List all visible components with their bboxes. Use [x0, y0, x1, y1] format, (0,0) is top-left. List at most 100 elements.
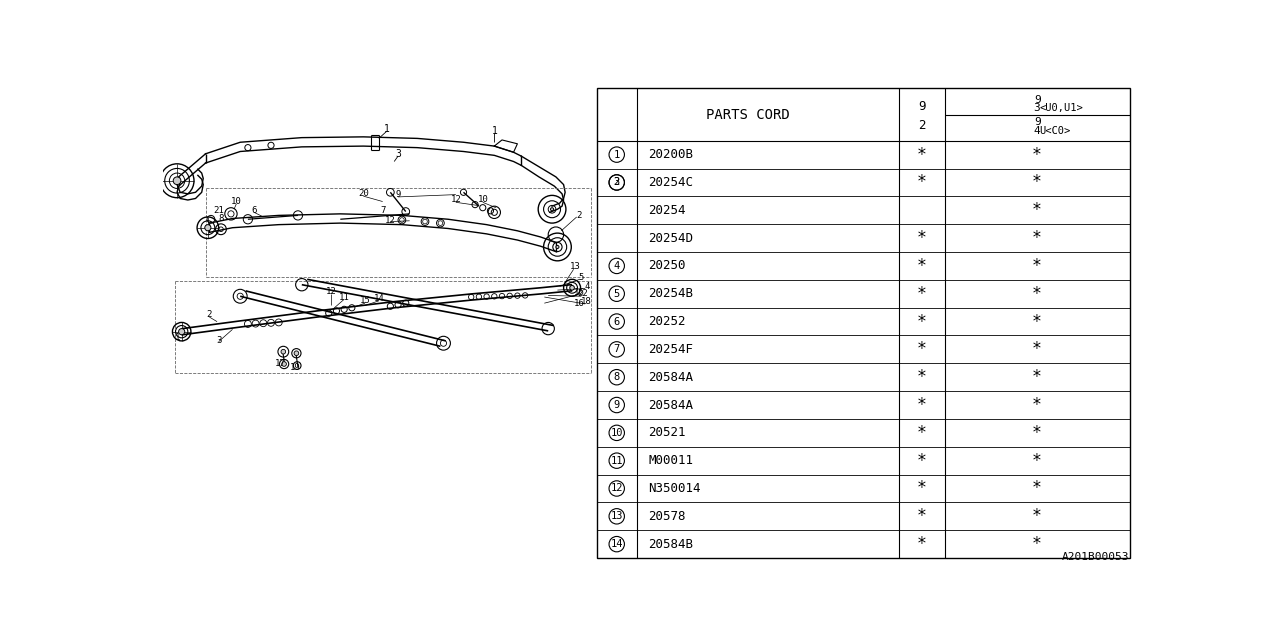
Text: *: *: [916, 396, 927, 414]
Text: 2: 2: [576, 211, 581, 220]
Text: 14: 14: [374, 294, 384, 303]
Text: 8: 8: [613, 372, 620, 382]
Text: 13: 13: [570, 262, 581, 271]
Text: 7: 7: [380, 206, 385, 215]
Text: 20578: 20578: [648, 510, 686, 523]
Text: 2: 2: [206, 310, 212, 319]
Circle shape: [173, 177, 180, 184]
Text: 9: 9: [613, 400, 620, 410]
Circle shape: [570, 285, 575, 290]
Text: *: *: [1032, 424, 1042, 442]
Circle shape: [294, 351, 298, 356]
Circle shape: [556, 245, 559, 248]
Text: 16: 16: [573, 288, 585, 297]
Text: 16: 16: [573, 300, 585, 308]
Text: 1: 1: [613, 150, 620, 159]
Circle shape: [550, 208, 553, 211]
Text: 3: 3: [613, 177, 620, 188]
Text: 5: 5: [579, 273, 584, 282]
Text: 6: 6: [613, 317, 620, 326]
Text: A201B00053: A201B00053: [1062, 552, 1129, 562]
Text: 20250: 20250: [648, 259, 686, 273]
Text: 9: 9: [396, 190, 401, 199]
Text: 11: 11: [339, 292, 349, 301]
Text: *: *: [916, 229, 927, 247]
Text: 20: 20: [358, 189, 369, 198]
Circle shape: [179, 328, 184, 335]
Text: *: *: [916, 257, 927, 275]
Text: 1: 1: [174, 333, 179, 342]
Text: 20584B: 20584B: [648, 538, 694, 550]
Text: *: *: [1032, 229, 1042, 247]
Text: *: *: [1032, 312, 1042, 330]
Text: *: *: [916, 424, 927, 442]
Text: 3: 3: [216, 335, 221, 344]
Text: *: *: [916, 452, 927, 470]
Text: 20521: 20521: [648, 426, 686, 439]
Text: *: *: [1032, 340, 1042, 358]
Text: 20254: 20254: [648, 204, 686, 217]
Text: *: *: [916, 146, 927, 164]
Text: 3: 3: [396, 148, 401, 159]
Text: 11: 11: [611, 456, 623, 466]
Text: 1: 1: [384, 124, 389, 134]
Circle shape: [282, 349, 285, 354]
Text: 12: 12: [611, 483, 623, 493]
Text: <U0,U1>: <U0,U1>: [1039, 103, 1083, 113]
Text: 12: 12: [385, 216, 396, 225]
Text: 1: 1: [492, 125, 497, 136]
Text: 20254C: 20254C: [648, 176, 694, 189]
Text: *: *: [916, 535, 927, 553]
Text: 20254B: 20254B: [648, 287, 694, 300]
Text: 9: 9: [918, 100, 925, 113]
Text: U<C0>: U<C0>: [1039, 126, 1070, 136]
Text: *: *: [1032, 146, 1042, 164]
Text: 9: 9: [1034, 117, 1041, 127]
Text: *: *: [916, 312, 927, 330]
Text: 6: 6: [251, 205, 257, 214]
Text: 9: 9: [1034, 95, 1041, 105]
Text: *: *: [916, 479, 927, 497]
Bar: [596, 88, 1129, 558]
Text: 19: 19: [291, 364, 301, 372]
Text: *: *: [1032, 257, 1042, 275]
Text: 10: 10: [230, 197, 242, 206]
Text: 4: 4: [1033, 126, 1041, 136]
Text: *: *: [1032, 396, 1042, 414]
Text: 13: 13: [611, 511, 623, 522]
Text: *: *: [1032, 368, 1042, 386]
Text: *: *: [916, 173, 927, 191]
Circle shape: [282, 362, 287, 366]
Text: 3: 3: [1033, 103, 1041, 113]
Text: 12: 12: [325, 287, 337, 296]
Text: *: *: [1032, 201, 1042, 220]
Text: 20200B: 20200B: [648, 148, 694, 161]
Text: *: *: [1032, 479, 1042, 497]
Text: *: *: [1032, 285, 1042, 303]
Text: 21: 21: [214, 205, 224, 214]
Text: 20584A: 20584A: [648, 371, 694, 384]
Text: M00011: M00011: [648, 454, 694, 467]
Text: 20254F: 20254F: [648, 343, 694, 356]
Text: N350014: N350014: [648, 482, 701, 495]
Text: 4: 4: [613, 261, 620, 271]
Text: 20584A: 20584A: [648, 399, 694, 412]
Text: 2: 2: [613, 177, 620, 188]
Text: 18: 18: [581, 297, 593, 306]
Text: 2: 2: [918, 118, 925, 131]
Circle shape: [205, 225, 211, 231]
Text: *: *: [916, 340, 927, 358]
Text: *: *: [1032, 535, 1042, 553]
Text: 10: 10: [477, 195, 488, 205]
Text: 20254D: 20254D: [648, 232, 694, 244]
Text: 10: 10: [611, 428, 623, 438]
Text: 4: 4: [584, 282, 589, 291]
Text: 22: 22: [577, 289, 589, 298]
Text: *: *: [1032, 173, 1042, 191]
Text: 17: 17: [275, 359, 285, 368]
Text: 14: 14: [611, 539, 623, 549]
Text: *: *: [1032, 452, 1042, 470]
Text: 15: 15: [360, 296, 370, 305]
Text: 7: 7: [613, 344, 620, 355]
Text: 8: 8: [219, 214, 224, 223]
